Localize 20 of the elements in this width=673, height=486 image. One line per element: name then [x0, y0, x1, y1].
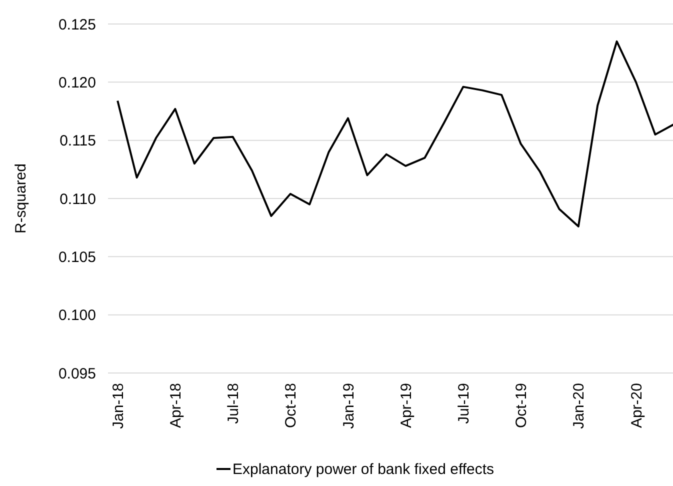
x-tick-label: Oct-18: [282, 383, 300, 428]
y-tick-label: 0.095: [58, 365, 96, 382]
x-tick-label: Jan-19: [340, 383, 358, 429]
x-tick-label: Jul-18: [225, 383, 242, 424]
legend-label: Explanatory power of bank fixed effects: [232, 461, 494, 478]
y-tick-label: 0.120: [58, 74, 96, 92]
line-series: [116, 40, 673, 228]
x-tick-label: Oct-19: [513, 383, 530, 428]
y-axis-title: R-squared: [12, 163, 30, 234]
y-tick-label: 0.110: [60, 190, 96, 208]
y-tick-label: 0.100: [58, 307, 96, 324]
x-tick-label: Apr-18: [167, 383, 184, 428]
x-tick-label: Jan-20: [570, 383, 588, 429]
y-tick-label: 0.125: [58, 16, 96, 34]
x-tick-label: Jul-19: [455, 383, 472, 424]
y-tick-label: 0.115: [60, 132, 96, 150]
x-tick-label: Jan-18: [110, 383, 127, 429]
x-tick-label: Apr-19: [398, 383, 415, 428]
x-tick-label: Apr-20: [628, 383, 646, 428]
y-tick-label: 0.105: [58, 248, 96, 266]
